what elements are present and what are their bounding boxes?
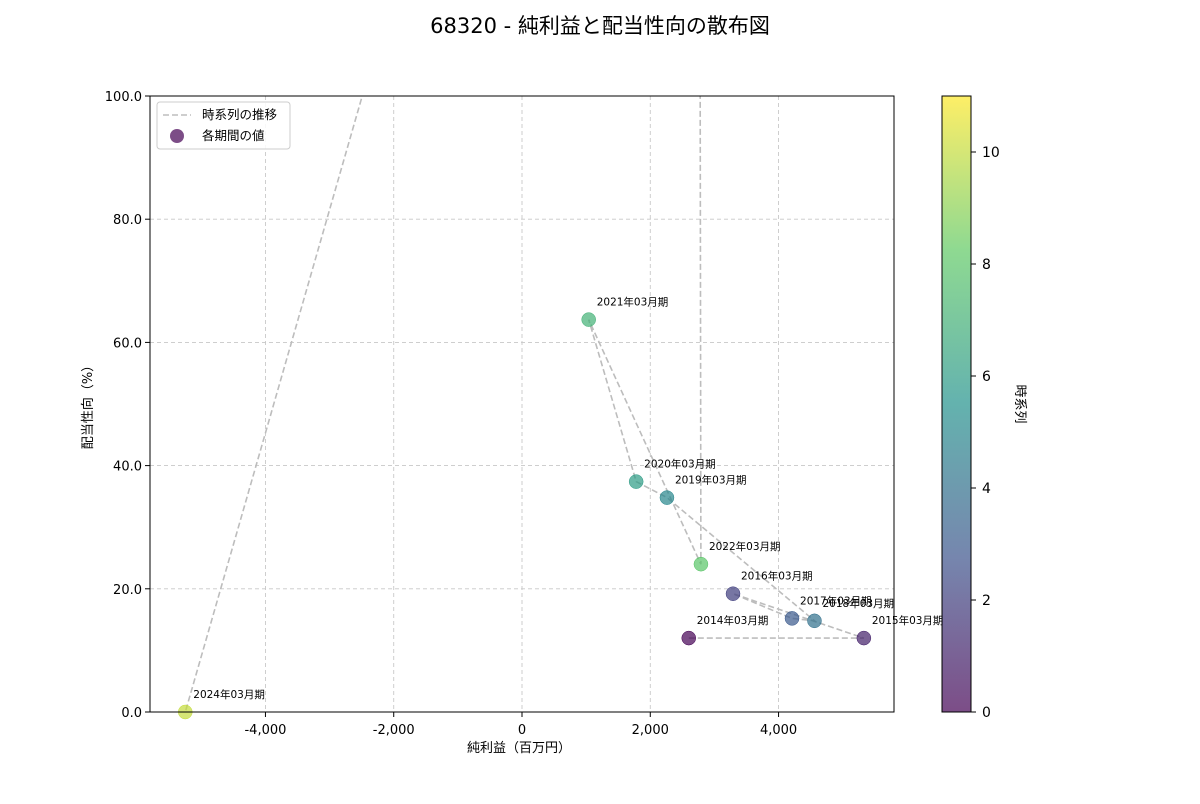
- colorbar-tick-label: 10: [982, 145, 1000, 161]
- legend-line-label: 時系列の推移: [202, 107, 277, 122]
- data-point-label: 2018年03月期: [822, 597, 894, 610]
- colorbar-tick-label: 0: [982, 705, 991, 721]
- colorbar-tick-label: 6: [982, 369, 991, 385]
- data-point-label: 2019年03月期: [675, 474, 747, 487]
- colorbar-tick-label: 4: [982, 481, 991, 497]
- data-point-label: 2015年03月期: [872, 614, 944, 627]
- colorbar-tick-label: 8: [982, 257, 991, 273]
- y-tick-label: 100.0: [105, 90, 142, 105]
- data-point-label: 2024年03月期: [193, 688, 265, 701]
- y-tick-label: 0.0: [121, 706, 142, 721]
- data-point: [693, 556, 709, 572]
- data-point-label: 2021年03月期: [597, 296, 669, 309]
- legend-point-label: 各期間の値: [202, 128, 265, 143]
- x-axis-ticks: -4,000 -2,000 0 2,000 4,000: [244, 712, 797, 738]
- y-tick-label: 60.0: [113, 336, 142, 351]
- legend: 時系列の推移 各期間の値: [156, 101, 291, 150]
- y-tick-label: 40.0: [113, 460, 142, 475]
- colorbar-label: 時系列: [1012, 384, 1027, 423]
- legend-point-swatch: [170, 129, 184, 143]
- data-point: [807, 613, 822, 629]
- data-point: [581, 312, 596, 327]
- data-point-label: 2017年03月期: [800, 594, 872, 607]
- y-axis-label: 配当性向（%）: [80, 359, 96, 449]
- data-point: [659, 490, 675, 505]
- y-tick-label: 80.0: [113, 213, 142, 228]
- legend-box: [156, 101, 291, 150]
- data-point: [784, 611, 800, 626]
- grid-layer: [150, 95, 894, 713]
- colorbar-ticks: 0 2 4 6 8 10: [971, 145, 1000, 721]
- x-tick-label: -2,000: [373, 723, 415, 738]
- colorbar-tick-label: 2: [982, 593, 991, 609]
- x-tick-label: 2,000: [632, 723, 669, 738]
- data-point: [725, 586, 741, 601]
- y-axis-ticks: 0.0 20.0 40.0 60.0 80.0 100.0: [105, 90, 150, 721]
- data-point: [628, 474, 644, 489]
- chart-title: 68320 - 純利益と配当性向の散布図: [430, 14, 770, 38]
- colorbar: 0 2 4 6 8 10 時系列: [941, 95, 1027, 721]
- colorbar-gradient: [941, 95, 972, 713]
- x-tick-label: 0: [518, 723, 526, 738]
- y-tick-label: 20.0: [113, 583, 142, 598]
- data-point-label: 2016年03月期: [741, 570, 813, 583]
- data-point-label: 2022年03月期: [709, 540, 781, 553]
- point-label-layer: 2014年03月期 2015年03月期 2016年03月期 2017年03月期2018…: [193, 296, 943, 701]
- data-point: [856, 630, 872, 646]
- x-axis-label: 純利益（百万円）: [467, 741, 571, 756]
- x-tick-label: -4,000: [244, 723, 286, 738]
- data-point-label: 2014年03月期: [697, 614, 769, 627]
- data-point: [681, 630, 697, 646]
- x-tick-label: 4,000: [760, 723, 797, 738]
- data-point-label: 2020年03月期: [644, 458, 716, 471]
- point-layer: [178, 312, 872, 720]
